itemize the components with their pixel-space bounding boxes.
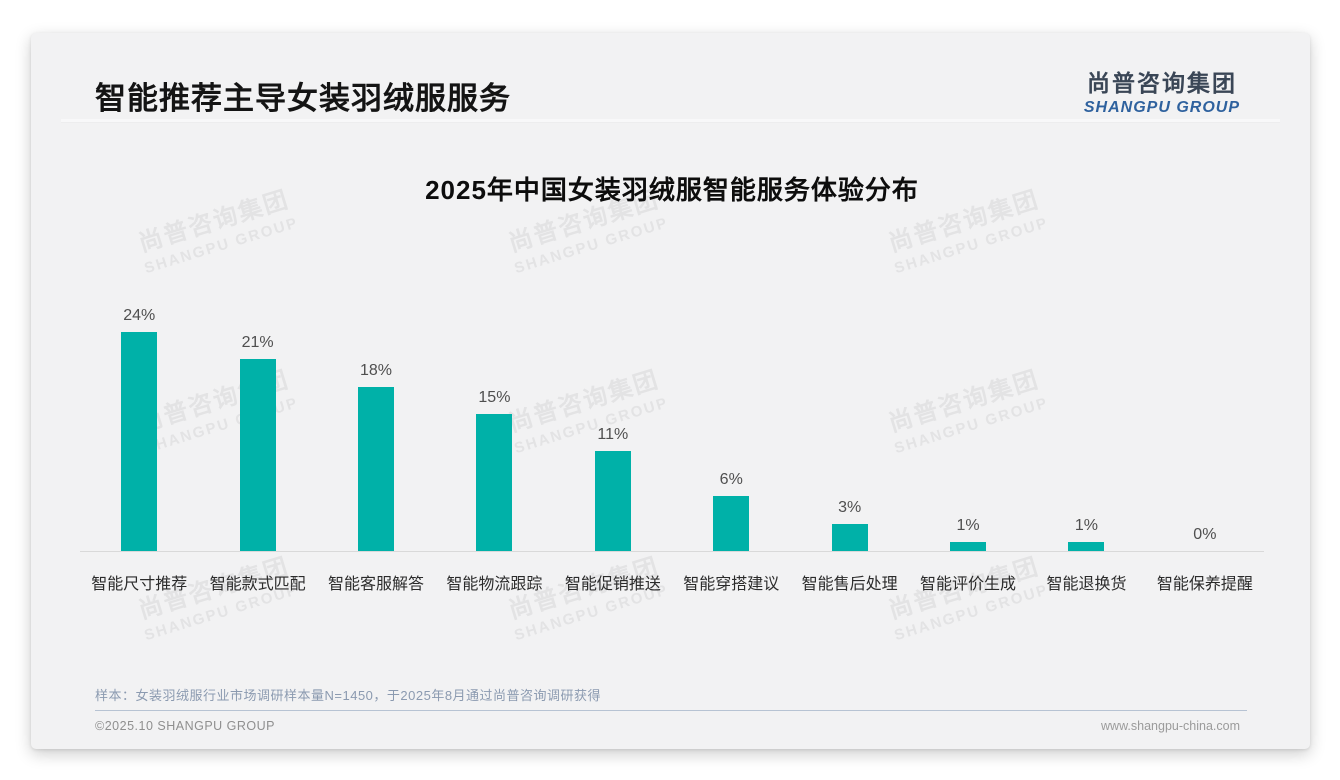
bar-column: 3% — [790, 271, 908, 551]
bar — [713, 496, 750, 551]
bar — [121, 332, 158, 551]
footer-divider — [95, 710, 1247, 711]
bar — [239, 359, 276, 551]
plot-area: 24% 21% 18% 15% 11% 6% 3% 1% 1% 0% — [80, 271, 1264, 552]
bar — [476, 414, 513, 551]
bar-value-label: 18% — [360, 361, 393, 379]
bar-value-label: 1% — [956, 516, 980, 534]
copyright-text: ©2025.10 SHANGPU GROUP — [95, 719, 275, 733]
bar-value-label: 15% — [478, 389, 511, 407]
bar-column: 11% — [554, 271, 672, 551]
bar-column: 1% — [1027, 271, 1145, 551]
logo-chinese-name: 尚普咨询集团 — [1086, 70, 1237, 96]
bar-value-label: 3% — [838, 498, 862, 516]
company-logo: 尚普咨询集团 SHANGPU GROUP — [1084, 64, 1240, 117]
bar — [950, 541, 987, 551]
bar-column: 1% — [909, 271, 1027, 551]
bar-value-label: 1% — [1074, 516, 1099, 534]
bar-value-label: 0% — [1193, 526, 1217, 543]
watermark: 尚普咨询集团 SHANGPU GROUP — [482, 540, 689, 650]
logo-english-name: SHANGPU GROUP — [1083, 99, 1240, 116]
bar-value-label: 24% — [123, 307, 156, 324]
bar — [1068, 541, 1105, 551]
bar — [831, 523, 868, 551]
x-axis-category-label: 智能退换货 — [1046, 576, 1127, 593]
sample-note: 样本：女装羽绒服行业市场调研样本量N=1450，于2025年8月通过尚普咨询调研… — [95, 688, 602, 703]
x-axis-category-label: 智能款式匹配 — [209, 576, 306, 593]
footer: ©2025.10 SHANGPU GROUP www.shangpu-china… — [95, 719, 1240, 733]
chart-title: 2025年中国女装羽绒服智能服务体验分布 — [425, 175, 919, 205]
bar — [594, 450, 631, 551]
bar-value-label: 21% — [241, 334, 274, 352]
x-axis-labels: 智能尺寸推荐 智能款式匹配 智能客服解答 智能物流跟踪 智能促销推送 智能穿搭建议 智能售后… — [80, 570, 1264, 594]
bar-column: 15% — [435, 271, 553, 551]
website-text: www.shangpu-china.com — [1101, 719, 1240, 733]
slide-card: 尚普咨询集团 SHANGPU GROUP 尚普咨询集团 SHANGPU GROUP 尚普… — [31, 33, 1310, 749]
x-axis-category-label: 智能评价生成 — [920, 576, 1017, 593]
bar-column: 21% — [198, 271, 316, 551]
watermark: 尚普咨询集团 SHANGPU GROUP — [112, 540, 319, 650]
x-axis-category-label: 智能售后处理 — [801, 576, 898, 593]
x-axis-category-label: 智能物流跟踪 — [446, 576, 543, 593]
bar-column: 0% — [1146, 271, 1264, 551]
page-title: 智能推荐主导女装羽绒服服务 — [95, 81, 511, 116]
bar-value-label: 6% — [719, 471, 743, 489]
bar-column: 18% — [317, 271, 435, 551]
x-axis-category-label: 智能客服解答 — [328, 576, 425, 593]
x-axis-category-label: 智能尺寸推荐 — [91, 576, 188, 593]
watermark: 尚普咨询集团 SHANGPU GROUP — [862, 540, 1069, 650]
x-axis-category-label: 智能保养提醒 — [1156, 576, 1253, 593]
bar-column: 24% — [80, 271, 198, 551]
bar-column: 6% — [672, 271, 790, 551]
bar-value-label: 11% — [597, 425, 629, 443]
bar — [358, 386, 395, 551]
x-axis-category-label: 智能穿搭建议 — [683, 576, 780, 593]
x-axis-category-label: 智能促销推送 — [564, 576, 661, 593]
header-divider — [61, 119, 1280, 123]
